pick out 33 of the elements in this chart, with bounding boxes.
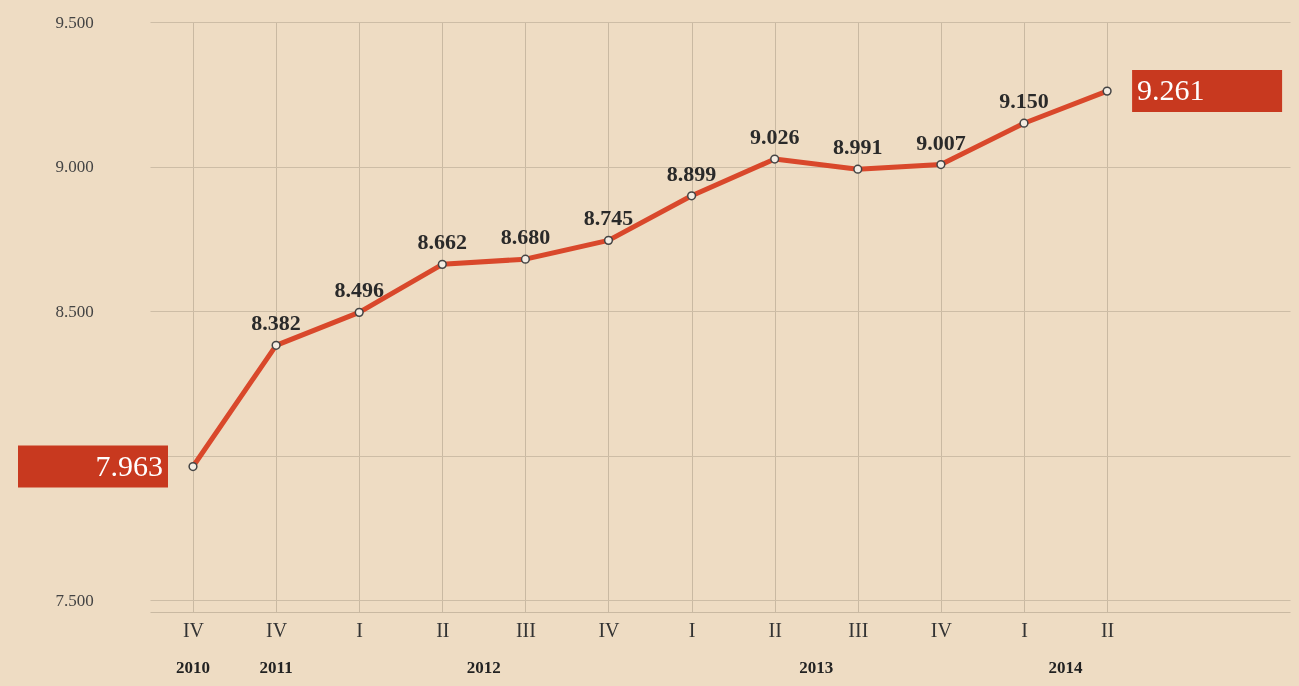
x-tick-label: IV — [930, 618, 953, 641]
x-tick-label: IV — [266, 618, 288, 641]
data-label: 8.662 — [417, 229, 468, 255]
data-label: 8.382 — [251, 310, 301, 336]
data-label: 8.496 — [334, 277, 384, 303]
y-tick-label: 7.500 — [55, 590, 94, 610]
x-tick-label: III — [515, 618, 536, 641]
text: 2014 — [1048, 658, 1084, 677]
x-tick-label: I — [1021, 618, 1028, 641]
text: 2011 — [259, 658, 293, 677]
data-label: 7.963 — [95, 448, 163, 482]
data-label: 9.007 — [916, 129, 966, 155]
y-tick-label: 9.500 — [55, 12, 94, 32]
x-tick-label: III — [848, 618, 869, 641]
data-label: 9.150 — [999, 88, 1049, 114]
x-tick-label: IV — [598, 618, 621, 641]
x-tick-label: IV — [182, 618, 205, 641]
data-label: 8.680 — [500, 224, 551, 250]
data-label: 8.745 — [583, 205, 634, 231]
x-tick-label: II — [768, 618, 782, 641]
x-tick-label: II — [1100, 618, 1115, 641]
text: 2013 — [799, 658, 834, 677]
data-label: 9.261 — [1137, 73, 1205, 107]
data-label: 9.026 — [749, 124, 800, 150]
text: 2010 — [176, 658, 210, 677]
x-tick-label: I — [688, 618, 696, 641]
x-tick-label: II — [436, 618, 450, 641]
text: 2012 — [466, 658, 501, 677]
data-label: 8.899 — [666, 160, 717, 186]
y-tick-label: 9.000 — [55, 157, 94, 177]
x-tick-label: I — [356, 618, 364, 641]
data-label: 8.991 — [833, 134, 883, 160]
y-tick-label: 8.500 — [55, 301, 94, 321]
